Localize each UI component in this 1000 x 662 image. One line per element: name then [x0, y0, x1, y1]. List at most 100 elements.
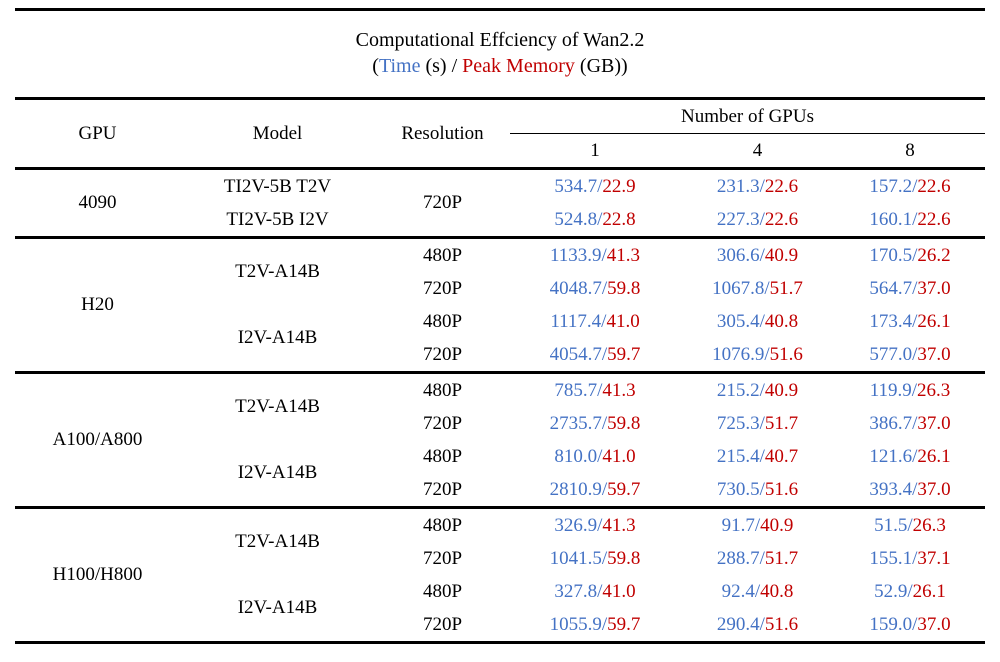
time-memory-cell: 534.7/22.9: [510, 169, 680, 204]
time-memory-cell: 157.2/22.6: [835, 169, 985, 204]
time-memory-cell: 231.3/22.6: [680, 169, 835, 204]
slash-separator: /: [597, 514, 603, 536]
slash-separator: /: [601, 310, 607, 332]
slash-separator: /: [597, 580, 603, 602]
time-memory-cell: 290.4/51.6: [680, 608, 835, 641]
slash-separator: /: [601, 478, 608, 500]
time-value: 91.7: [721, 514, 755, 536]
table-row: 4090 TI2V-5B T2V 720P 534.7/22.9 231.3/2…: [15, 169, 985, 214]
memory-value: 41.0: [606, 310, 640, 332]
slash-separator: /: [907, 514, 913, 536]
slash-separator: /: [759, 175, 765, 197]
time-memory-cell: 386.7/37.0: [835, 407, 985, 440]
header-row-counts: 1 4 8: [15, 134, 985, 169]
time-memory-cell: 2735.7/59.8: [510, 407, 680, 440]
memory-value: 51.6: [764, 478, 799, 500]
slash-separator: /: [759, 208, 765, 230]
memory-value: 22.6: [764, 175, 799, 197]
time-memory-cell: 810.0/41.0: [510, 440, 680, 473]
slash-separator: /: [912, 613, 918, 635]
time-value: 51.5: [874, 514, 908, 536]
slash-separator: /: [764, 343, 770, 365]
resolution-value: 720P: [422, 343, 463, 365]
slash-separator: /: [597, 208, 603, 230]
time-value: 4048.7: [549, 277, 602, 299]
memory-value: 22.6: [917, 208, 951, 230]
col-header-gpus-4: 4: [752, 139, 763, 161]
col-header-model: Model: [252, 122, 303, 144]
memory-value: 41.0: [602, 445, 636, 467]
time-memory-cell: 393.4/37.0: [835, 473, 985, 508]
resolution-value: 480P: [422, 379, 463, 401]
time-value: 386.7: [869, 412, 913, 434]
memory-value: 37.0: [917, 277, 951, 299]
model-name: TI2V-5B T2V: [223, 175, 332, 197]
section-4090: 4090 TI2V-5B T2V 720P 534.7/22.9 231.3/2…: [15, 168, 986, 238]
memory-value: 26.1: [917, 310, 951, 332]
time-memory-cell: 725.3/51.7: [680, 407, 835, 440]
slash-separator: /: [907, 580, 913, 602]
resolution-value: 720P: [422, 192, 463, 213]
time-memory-cell: 1076.9/51.6: [680, 338, 835, 373]
memory-value: 51.6: [764, 613, 799, 635]
slash-separator: /: [601, 343, 608, 365]
resolution-value: 480P: [422, 445, 463, 467]
col-header-gpus-1: 1: [590, 139, 600, 161]
table-row: 720P 2810.9/59.7 730.5/51.6 393.4/37.0: [15, 473, 985, 508]
time-value: 1055.9: [549, 613, 602, 635]
time-value: 534.7: [554, 175, 598, 197]
time-memory-cell: 121.6/26.1: [835, 440, 985, 473]
subtitle-memory-label: Peak Memory: [462, 55, 575, 77]
subtitle-close-paren: (GB)): [574, 55, 628, 77]
time-memory-cell: 306.6/40.9: [680, 238, 835, 273]
time-value: 119.9: [869, 379, 912, 401]
memory-value: 26.3: [917, 379, 951, 401]
memory-value: 26.1: [917, 445, 951, 467]
memory-value: 37.1: [917, 547, 951, 569]
slash-separator: /: [601, 547, 608, 569]
time-memory-cell: 327.8/41.0: [510, 575, 680, 608]
time-value: 393.4: [869, 478, 913, 500]
slash-separator: /: [912, 244, 918, 266]
table-row: I2V-A14B 480P 810.0/41.0 215.4/40.7 121.…: [15, 440, 985, 484]
slash-separator: /: [912, 208, 918, 230]
table-title: Computational Effciency of Wan2.2: [15, 27, 985, 53]
slash-separator: /: [601, 244, 607, 266]
time-memory-cell: 227.3/22.6: [680, 203, 835, 238]
time-value: 1076.9: [712, 343, 765, 365]
header-row-top: GPU Model Resolution Number of GPUs: [15, 100, 986, 144]
table-title-text: Computational Effciency of Wan2.2: [355, 29, 645, 51]
time-value: 564.7: [869, 277, 913, 299]
gpu-name: 4090: [78, 192, 117, 213]
memory-value: 26.2: [917, 244, 951, 266]
slash-separator: /: [759, 379, 765, 401]
time-value: 1133.9: [549, 244, 602, 266]
slash-separator: /: [601, 412, 608, 434]
time-memory-cell: 1117.4/41.0: [510, 305, 680, 338]
memory-value: 37.0: [917, 478, 951, 500]
time-memory-cell: 1133.9/41.3: [510, 238, 680, 273]
model-name: T2V-A14B: [235, 531, 320, 552]
time-value: 4054.7: [549, 343, 602, 365]
subtitle-units-separator: (s) /: [420, 55, 463, 77]
time-value: 2810.9: [549, 478, 602, 500]
time-value: 290.4: [716, 613, 760, 635]
slash-separator: /: [912, 445, 918, 467]
slash-separator: /: [911, 379, 918, 401]
time-value: 170.5: [869, 244, 913, 266]
time-memory-cell: 155.1/37.1: [835, 542, 985, 575]
resolution-value: 480P: [422, 514, 463, 536]
time-value: 725.3: [716, 412, 760, 434]
time-memory-cell: 170.5/26.2: [835, 238, 985, 273]
efficiency-table: GPU Model Resolution Number of GPUs 1 4 …: [15, 100, 986, 641]
gpu-name: H20: [81, 294, 114, 315]
time-value: 215.2: [716, 379, 760, 401]
slash-separator: /: [912, 547, 918, 569]
slash-separator: /: [912, 412, 918, 434]
model-name: T2V-A14B: [235, 261, 320, 282]
time-memory-cell: 305.4/40.8: [680, 305, 835, 338]
slash-separator: /: [597, 175, 603, 197]
memory-value: 51.7: [764, 412, 799, 434]
table-row: H100/H800 T2V-A14B 480P 326.9/41.3 91.7/…: [15, 508, 985, 586]
time-value: 121.6: [869, 445, 913, 467]
